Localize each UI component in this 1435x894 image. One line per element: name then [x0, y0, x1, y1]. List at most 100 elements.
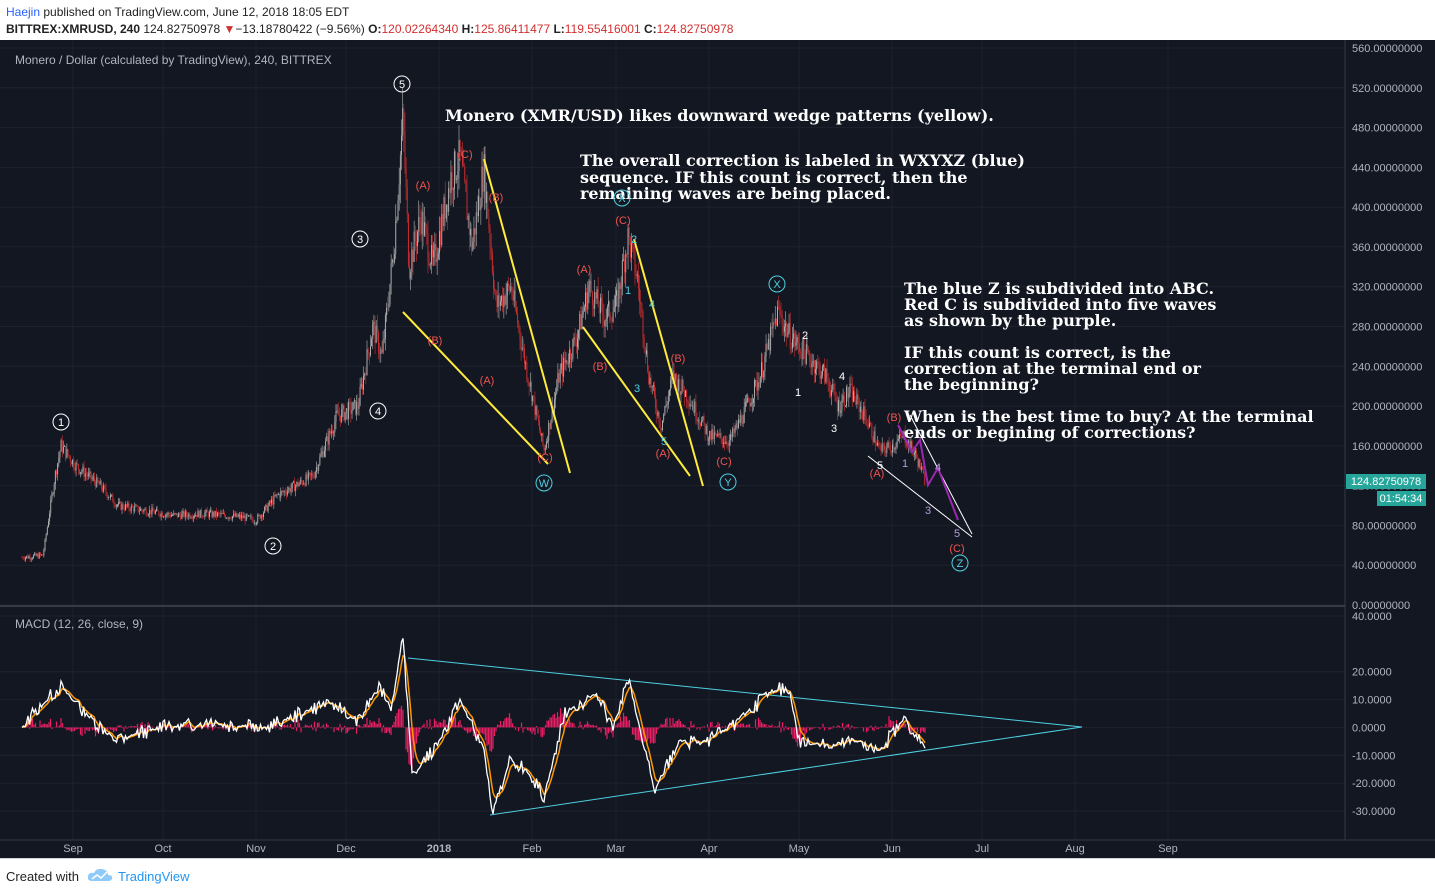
candle-body: [688, 402, 690, 407]
candle-body: [595, 292, 597, 299]
candle-body: [758, 382, 760, 388]
candle-body: [184, 511, 186, 518]
candle-body: [573, 337, 575, 340]
candle-body: [317, 467, 318, 471]
candle-body: [556, 387, 558, 394]
candle-body: [648, 370, 650, 384]
candle-body: [847, 387, 849, 398]
candle-body: [319, 456, 321, 465]
candle-body: [150, 509, 152, 515]
candle-body: [919, 459, 921, 470]
candle-body: [899, 434, 900, 439]
annotation-z-line3: as shown by the purple.: [904, 311, 1116, 330]
minor-1-label: 1: [795, 387, 801, 399]
candle-body: [885, 450, 887, 454]
candle-body: [457, 171, 459, 179]
candle-body: [144, 509, 146, 510]
candle-body: [580, 313, 582, 330]
candle-body: [180, 515, 182, 520]
blue-x1-circle: [613, 189, 631, 207]
candle-body: [117, 504, 118, 506]
candle-body: [140, 508, 141, 511]
candle-body: [681, 379, 683, 392]
candle-body: [558, 372, 560, 383]
candle-body: [355, 400, 356, 415]
candle-body: [349, 402, 351, 403]
candle-body: [677, 379, 678, 392]
candle-body: [874, 431, 876, 445]
candle-body: [585, 292, 586, 308]
candle-body: [181, 513, 183, 520]
candle-body: [825, 368, 827, 383]
cyan-1-label: 1: [625, 285, 631, 297]
candle-body: [589, 280, 591, 285]
chart-canvas[interactable]: Monero / Dollar (calculated by TradingVi…: [0, 40, 1435, 858]
candle-body: [160, 512, 162, 517]
candle-body: [440, 231, 442, 246]
candle-body: [781, 315, 783, 325]
candle-body: [249, 515, 251, 517]
candle-body: [445, 204, 447, 219]
candle-body: [212, 511, 214, 517]
cycle-2-label: 2: [270, 541, 276, 553]
candle-body: [742, 423, 744, 424]
cycle-3-label: 3: [357, 234, 363, 246]
candle-body: [389, 283, 391, 305]
candle-body: [21, 557, 23, 559]
macd-tick-label: -30.0000: [1352, 806, 1395, 818]
candle-body: [801, 352, 803, 360]
candle-body: [336, 410, 338, 412]
blue-x2-label: X: [773, 279, 781, 291]
candle-body: [634, 249, 636, 275]
candle-body: [890, 450, 892, 453]
ohlc-line: BITTREX:XMRUSD, 240 124.82750978 ▼−13.18…: [6, 22, 733, 36]
candle-body: [749, 402, 751, 407]
candle-body: [119, 501, 121, 503]
price-tick-label: 160.00000000: [1352, 441, 1422, 453]
candle-body: [451, 172, 453, 190]
candle-body: [679, 378, 681, 396]
macd-triangle-lower: [489, 726, 1083, 816]
candle-body: [487, 191, 489, 218]
cyan-3-label: 3: [634, 383, 640, 395]
price-tick-label: 520.00000000: [1352, 83, 1422, 95]
candle-body: [264, 507, 266, 513]
candle-body: [474, 228, 476, 235]
tradingview-cloud-icon[interactable]: [86, 867, 114, 883]
tradingview-brand-link[interactable]: TradingView: [118, 869, 190, 884]
candle-body: [57, 463, 59, 475]
candle-body: [886, 447, 888, 454]
chart-area[interactable]: Monero / Dollar (calculated by TradingVi…: [0, 40, 1435, 858]
author-link[interactable]: Haejin: [6, 5, 41, 19]
candle-body: [187, 515, 189, 518]
candle-body: [627, 227, 629, 255]
macd-axis-labels[interactable]: 40.0000 20.0000 10.0000 0.0000 -10.0000 -20.0…: [1352, 611, 1395, 818]
candle-body: [248, 515, 249, 517]
candle-body: [172, 515, 174, 516]
price-axis-labels[interactable]: 560.00000000 520.00000000 480.00000000 440.…: [1352, 43, 1422, 612]
candle-body: [462, 154, 463, 166]
cycle-1-circle: [52, 413, 70, 431]
candle-body: [571, 358, 573, 360]
candle-body: [34, 553, 36, 556]
candle-body: [623, 259, 624, 261]
candle-body: [190, 517, 192, 519]
candle-body: [617, 290, 619, 308]
candle-body: [91, 478, 93, 480]
candle-body: [333, 432, 335, 433]
time-axis-labels[interactable]: Sep Oct Nov Dec 2018 Feb Mar Apr May Jun Jul Aug Sep: [63, 843, 1178, 855]
candle-body: [501, 296, 502, 302]
candle-body: [67, 449, 69, 456]
candle-body: [650, 377, 652, 388]
candle-body: [594, 292, 596, 309]
candle-body: [667, 395, 669, 405]
cycle-5-circle: [393, 75, 411, 93]
candle-body: [686, 390, 688, 402]
candle-body: [485, 154, 486, 204]
candle-body: [168, 512, 170, 515]
candle-body: [495, 290, 497, 297]
candle-body: [173, 513, 175, 516]
candle-body: [453, 151, 455, 189]
candle-body: [42, 554, 44, 556]
annotation-buy-line2: ends or begining of corrections?: [904, 423, 1195, 442]
